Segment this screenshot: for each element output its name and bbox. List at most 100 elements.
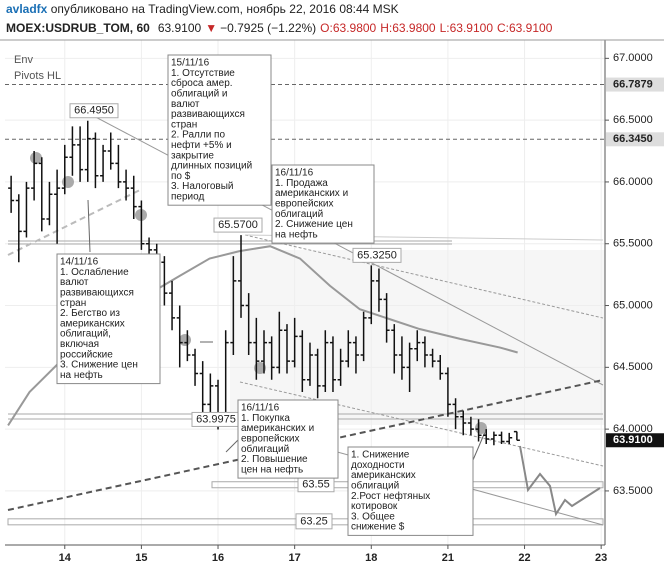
y-tick-label: 66.0000 xyxy=(613,176,653,188)
ohlc-bar xyxy=(31,151,38,201)
annotation-line: 3. Снижение цен xyxy=(60,360,138,371)
ohlc-bar xyxy=(199,361,206,417)
price-tag xyxy=(352,247,402,263)
x-tick-label: 23 xyxy=(595,552,607,564)
annotation-line: 3. Общее xyxy=(351,510,395,522)
ohlc-bar xyxy=(107,132,114,170)
zone-label: 63.25 xyxy=(300,516,328,528)
legend-entry: Pivots HL xyxy=(14,70,61,82)
published: опубликовано на TradingView.com, ноябрь … xyxy=(51,2,399,16)
price-tag-label: 65.5700 xyxy=(218,219,258,231)
ohlc-bar xyxy=(176,305,183,368)
ohlc-bar xyxy=(207,373,214,417)
annotation-line: облигаций xyxy=(351,480,399,492)
annotation-line: облигаций и xyxy=(171,88,228,100)
ohlc-bar xyxy=(299,330,306,393)
annotation-line: 2. Снижение цен xyxy=(275,219,353,230)
ohlc-bar xyxy=(245,293,252,355)
price-tag-label: 65.3250 xyxy=(357,249,397,261)
annotation-line: европейских xyxy=(275,199,334,210)
annotation-line: 2. Бегство из xyxy=(60,308,120,319)
marker xyxy=(475,422,487,434)
price-tag-label: 63.9975 xyxy=(196,413,236,425)
annotation-line: 1. Отсутствие xyxy=(171,68,235,79)
ohlc-bar xyxy=(138,200,145,250)
annotation-line: облигаций xyxy=(275,208,323,220)
zone-label: 63.55 xyxy=(302,479,330,491)
ohlc-bar xyxy=(513,430,520,442)
annotation-box xyxy=(167,54,272,206)
ohlc-bar xyxy=(15,194,22,263)
annotation-line: доходности xyxy=(351,460,405,471)
ohlc-bar xyxy=(322,330,329,393)
level-tag xyxy=(606,77,664,92)
trend-line xyxy=(7,189,141,256)
price-axis xyxy=(605,40,664,545)
annotation-box xyxy=(56,253,161,385)
annotation-line: 2. Повышение xyxy=(241,454,308,465)
ohlc-bar xyxy=(268,336,275,380)
x-tick-label: 14 xyxy=(59,552,72,564)
open: O:63.9800 xyxy=(320,21,376,35)
ohlc-bar xyxy=(429,348,436,368)
close: C:63.9100 xyxy=(497,21,553,35)
ohlc-bar xyxy=(467,416,474,436)
ohlc-bar xyxy=(291,317,298,368)
ohlc-bar xyxy=(475,419,482,442)
pointer xyxy=(225,439,239,453)
price-tag-label: 66.4950 xyxy=(74,105,114,117)
annotation-line: длинных позиций xyxy=(171,161,252,172)
ohlc-bar xyxy=(230,256,237,355)
annotation-line: котировок xyxy=(351,501,398,512)
ohlc-bar xyxy=(169,280,176,331)
ohlc-bar xyxy=(368,265,375,325)
ohlc-bar xyxy=(490,431,497,446)
marker xyxy=(30,152,42,164)
annotation-line: 1. Снижение xyxy=(351,450,410,461)
ohlc-bar xyxy=(115,144,122,189)
annotation-box xyxy=(271,164,375,244)
ohlc-bar xyxy=(77,126,84,182)
ohlc-bar xyxy=(46,181,53,226)
ohlc-bar xyxy=(444,367,451,417)
ohlc-bar xyxy=(398,336,405,380)
ohlc-bar xyxy=(123,169,130,201)
ohlc-bar xyxy=(306,342,313,386)
ohlc-bar xyxy=(8,175,15,213)
annotation-line: сброса амер. xyxy=(171,77,233,89)
ohlc-bar xyxy=(337,348,344,386)
x-tick-label: 22 xyxy=(518,552,530,564)
marker xyxy=(179,334,191,346)
annotation-box xyxy=(237,399,339,479)
ohlc-bar xyxy=(192,348,199,386)
annotation-line: американских и xyxy=(275,188,348,199)
projection xyxy=(519,445,601,517)
ohlc-bar xyxy=(375,268,382,312)
annotation-line: нефти +5% и xyxy=(171,139,232,151)
x-tick-label: 17 xyxy=(289,552,301,564)
annotation-line: 3. Налоговый xyxy=(171,181,234,192)
last-price-label: 63.9100 xyxy=(613,434,653,446)
legend-entry: Env xyxy=(14,54,33,66)
annotation-line: 1. Ослабление xyxy=(60,266,129,278)
y-tick-label: 64.0000 xyxy=(613,423,653,435)
annotation-line: облигаций xyxy=(241,443,289,455)
ohlc-bar xyxy=(314,348,321,399)
ohlc-bar xyxy=(345,330,352,368)
trend-line xyxy=(239,381,604,467)
pointer xyxy=(87,199,91,253)
x-tick-label: 18 xyxy=(365,552,377,564)
last-price-tag xyxy=(606,433,664,448)
annotation-line: 14/11/16 xyxy=(60,257,99,268)
annotation-line: 16/11/16 xyxy=(275,168,314,179)
annotation-line: включая xyxy=(60,339,99,350)
annotation-line: 16/11/16 xyxy=(241,403,280,414)
level-label: 66.3450 xyxy=(613,133,653,145)
annotation-line: развивающихся xyxy=(171,109,245,120)
ohlc-bar xyxy=(437,354,444,380)
ohlc-bar xyxy=(329,336,336,393)
ohlc-bar xyxy=(130,175,137,220)
annotation-line: 1. Продажа xyxy=(275,178,328,189)
ohlc-bar xyxy=(506,432,513,444)
